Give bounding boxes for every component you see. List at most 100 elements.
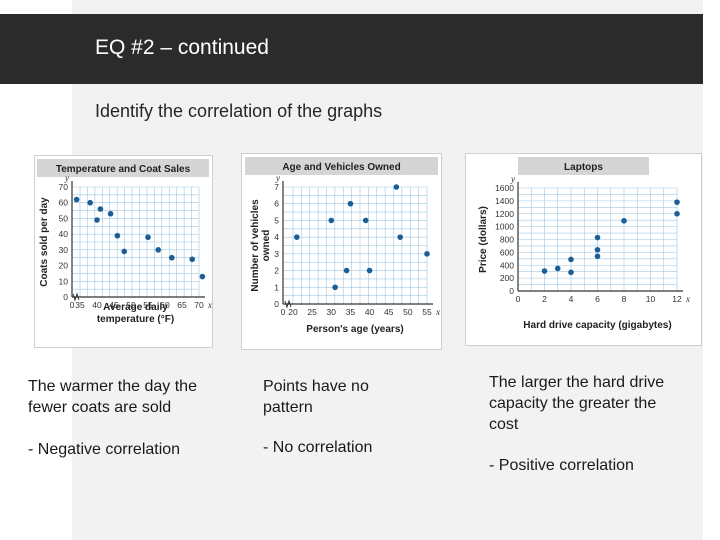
data-point	[347, 200, 354, 207]
x-tick-label: 4	[569, 294, 574, 304]
chart-title-bar	[245, 157, 438, 175]
x-tick-label: 35	[75, 300, 85, 310]
x-tick-label: 55	[422, 307, 432, 317]
data-point	[674, 199, 680, 205]
data-point	[94, 217, 100, 223]
y-tick-label: 200	[500, 273, 514, 283]
chart-title: Temperature and Coat Sales	[56, 164, 191, 175]
y-tick-label: 1600	[495, 183, 514, 193]
data-point	[568, 256, 574, 263]
chart-laptops: Laptops 0 2 4 6 8 10 12 0 200 400 600 800 1000 1200 140…	[478, 157, 690, 331]
data-point	[541, 268, 548, 274]
data-point	[393, 184, 400, 190]
caption-laptops-text: The larger the hard drive capacity the g…	[489, 374, 665, 433]
data-point	[155, 247, 161, 253]
data-point	[332, 284, 338, 291]
chart-panel-temperature: Temperature and Coat Sales 0 35 40 45 50 55 60 6…	[34, 155, 213, 348]
y-tick-label: 400	[500, 260, 514, 270]
y-tick-label: 1400	[495, 196, 514, 206]
x-tick-label: 50	[126, 300, 136, 310]
x-axis-label: Hard drive capacity (gigabytes)	[523, 320, 671, 331]
x-tick-label: 35	[346, 307, 356, 317]
x-tick-label: 20	[288, 307, 298, 317]
x-axis-label: Average daily temperature (°F)	[97, 302, 174, 325]
x-tick-label: 0	[516, 294, 521, 304]
y-tick-label: 5	[274, 215, 279, 225]
y-axis-label: Number of vehiclesowned	[250, 199, 272, 292]
data-point	[594, 234, 601, 241]
y-axis-letter: y	[64, 173, 69, 183]
y-tick-label: 10	[59, 276, 69, 286]
x-tick-label: 70	[194, 300, 204, 310]
x-tick-label: 65	[177, 300, 187, 310]
header-bar	[0, 14, 703, 84]
x-tick-label: 2	[542, 294, 547, 304]
right-margin	[703, 0, 720, 540]
y-tick-label: 20	[59, 261, 69, 271]
axis-break-mark	[284, 299, 292, 309]
x-tick-label: 12	[672, 294, 682, 304]
x-tick-label: 0	[281, 307, 286, 317]
data-point	[362, 217, 369, 224]
caption-temperature: The warmer the day the fewer coats are s…	[28, 376, 233, 460]
x-tick-label: 45	[384, 307, 394, 317]
data-point	[397, 234, 403, 240]
y-axis-letter: y	[510, 174, 515, 184]
slide-title: EQ #2 – continued	[95, 36, 269, 59]
chart-title: Laptops	[564, 162, 603, 173]
x-tick-label: 30	[327, 307, 337, 317]
x-tick-label: 0	[70, 300, 75, 310]
data-point	[568, 269, 574, 276]
y-tick-label: 60	[59, 198, 69, 208]
data-point	[199, 273, 206, 280]
x-tick-label: 8	[622, 294, 627, 304]
x-axis-letter: x	[685, 294, 690, 304]
x-tick-label: 40	[92, 300, 102, 310]
y-tick-label: 30	[59, 245, 69, 255]
data-point	[97, 206, 104, 212]
x-tick-label: 10	[646, 294, 656, 304]
chart-title-bar	[37, 159, 209, 177]
x-tick-label: 50	[403, 307, 413, 317]
x-tick-label: 45	[109, 300, 119, 310]
y-tick-label: 3	[274, 249, 279, 259]
chart-panel-laptops: Laptops 0 2 4 6 8 10 12 0 200 400 600 800 1000 1200 140…	[465, 153, 702, 346]
data-point	[87, 199, 93, 206]
data-point	[294, 234, 300, 240]
y-axis-label-line: Number of vehicles	[250, 199, 261, 292]
caption-laptops: The larger the hard drive capacity the g…	[489, 372, 669, 476]
chart-panel-age: Age and Vehicles Owned 0 20 25 30 35 40 45 50 55 0…	[241, 153, 442, 350]
data-point	[674, 210, 680, 217]
y-tick-label: 40	[59, 229, 69, 239]
data-point	[594, 247, 601, 253]
y-axis-letter: y	[275, 173, 280, 183]
data-point	[621, 218, 627, 224]
y-tick-label: 6	[274, 199, 279, 209]
data-point	[343, 267, 350, 274]
x-axis-letter: x	[207, 300, 212, 310]
y-axis-label-line: owned	[261, 230, 272, 262]
data-point	[594, 253, 601, 260]
chart-temperature-coat-sales: Temperature and Coat Sales 0 35 40 45 50 55 60 6…	[37, 159, 212, 325]
y-tick-label: 7	[274, 182, 279, 192]
x-tick-label: 25	[307, 307, 317, 317]
y-tick-label: 800	[500, 235, 514, 245]
caption-age: Points have no pattern - No correlation	[263, 376, 423, 458]
data-point	[107, 210, 114, 217]
y-axis-label: Coats sold per day	[39, 197, 50, 287]
x-tick-label: 40	[365, 307, 375, 317]
y-tick-label: 1000	[495, 222, 514, 232]
y-tick-label: 600	[500, 247, 514, 257]
caption-temperature-result: - Negative correlation	[28, 441, 181, 458]
x-tick-label: 55	[143, 300, 153, 310]
y-tick-label: 50	[59, 213, 69, 223]
y-tick-label: 0	[509, 286, 514, 296]
y-axis-label: Price (dollars)	[478, 206, 489, 273]
x-axis-letter: x	[435, 307, 440, 317]
data-point	[169, 254, 175, 261]
axis-break-mark	[72, 292, 80, 302]
x-tick-label: 60	[160, 300, 170, 310]
data-point	[328, 217, 335, 224]
y-tick-label: 2	[274, 266, 279, 276]
